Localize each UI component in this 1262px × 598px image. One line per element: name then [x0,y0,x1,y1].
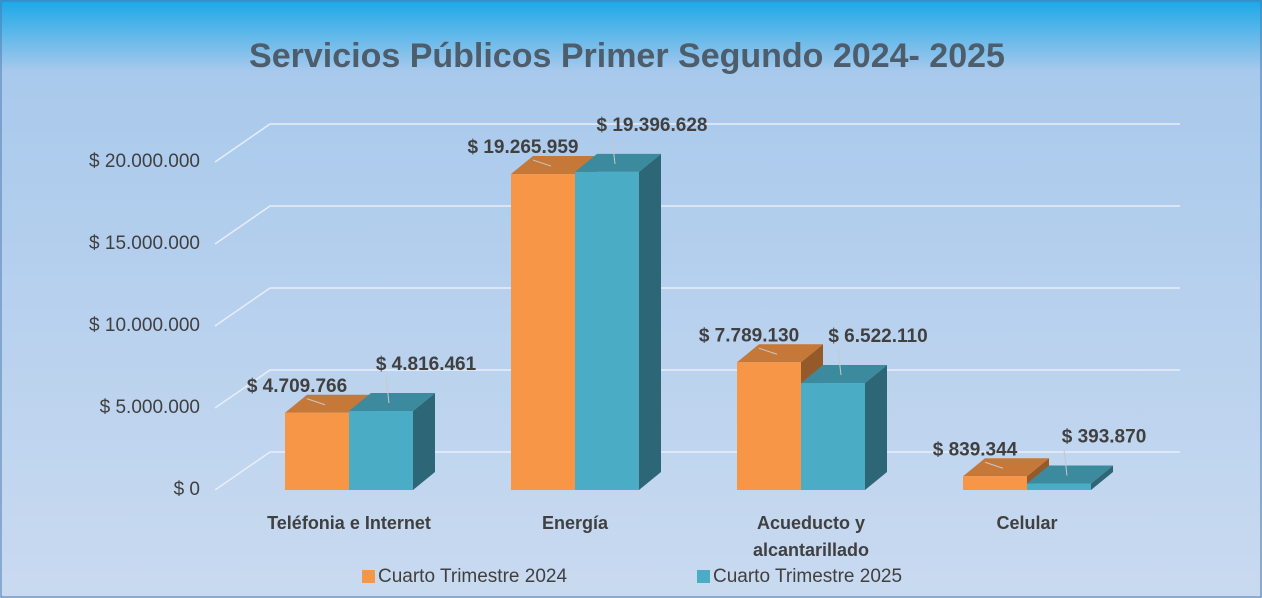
y-tick-label: $ 20.000.000 [89,151,200,172]
x-tick-label: Energía [542,513,609,533]
bar-front [511,174,575,490]
bar-front [349,411,413,490]
bar-top [285,394,371,413]
y-tick-label: $ 15.000.000 [89,233,200,254]
bar-front [737,362,801,490]
x-tick-label-line: alcantarillado [753,540,869,560]
grid-line [214,205,1180,245]
bar-side [639,153,661,490]
x-tick-label: Teléfonia e Internet [267,513,431,533]
bar-side [413,393,435,490]
grid-line [214,123,1180,163]
bar-top [737,344,823,363]
data-label: $ 393.870 [1062,427,1147,448]
bar-front [801,383,865,490]
legend-label: Cuarto Trimestre 2025 [713,566,902,587]
data-label: $ 4.709.766 [247,376,347,397]
bar-front [1027,483,1091,490]
legend-label: Cuarto Trimestre 2024 [378,566,567,587]
data-label: $ 839.344 [933,439,1018,460]
bar-top [1027,465,1113,484]
bar-top [575,153,661,172]
bar-front [575,171,639,490]
leader-line [306,398,326,406]
data-label: $ 4.816.461 [376,354,477,375]
bar [801,365,887,490]
bar [1027,465,1113,490]
leader-line [385,376,390,404]
x-tick-label: Acueducto y alcantarillado [753,513,869,560]
bar-front [963,476,1027,490]
data-label: $ 6.522.110 [828,326,927,347]
bar [575,153,661,490]
grid-line [214,287,1180,327]
bar-top [963,458,1049,477]
leader-line [611,137,616,164]
bar [349,393,435,490]
y-tick-label: $ 0 [174,479,200,500]
y-tick-label: $ 10.000.000 [89,315,200,336]
data-label: $ 19.265.959 [468,137,579,158]
data-label: $ 19.396.628 [597,115,708,136]
leader-line [837,348,842,376]
bar-side [865,365,887,490]
leader-line [984,461,1004,469]
bar-top [511,156,597,175]
x-tick-label: Celular [996,513,1057,533]
x-tick-label-line: Acueducto y [757,513,865,533]
bar-front [285,412,349,490]
y-tick-label: $ 5.000.000 [100,397,200,418]
bar-top [349,393,435,412]
bar-side [1091,465,1113,490]
leader-line [758,347,778,355]
data-label: $ 7.789.130 [699,325,799,346]
chart-title: Servicios Públicos Primer Segundo 2024- … [249,37,1005,75]
legend-swatch [697,570,710,583]
bar-top [801,365,887,384]
leader-line [532,159,552,167]
leader-line [1063,449,1068,476]
legend-swatch [362,570,375,583]
